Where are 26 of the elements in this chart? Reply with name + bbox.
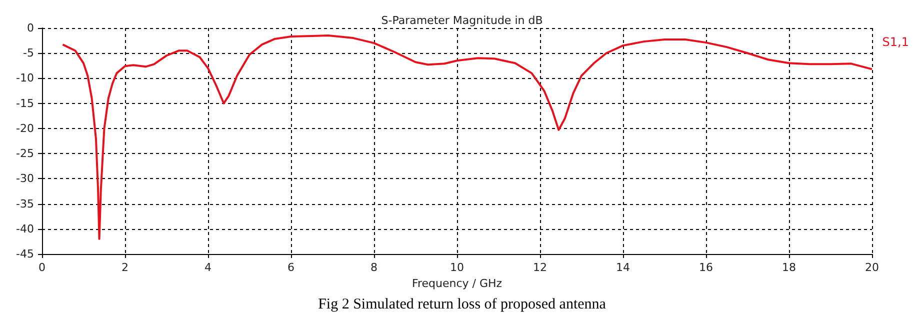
x-tick-label: 16 bbox=[699, 261, 713, 274]
y-tick-label: -30 bbox=[16, 172, 34, 186]
x-tick-label: 0 bbox=[38, 261, 46, 274]
x-tick-label: 4 bbox=[204, 261, 212, 274]
x-tick-label: 10 bbox=[450, 261, 464, 274]
caption: Fig 2 Simulated return loss of proposed antenna bbox=[318, 296, 606, 312]
x-tick-label: 8 bbox=[370, 261, 378, 274]
x-tick-label: 20 bbox=[865, 261, 879, 274]
y-tick-label: -45 bbox=[16, 248, 34, 260]
x-tick-label: 14 bbox=[616, 261, 630, 274]
series-label: S1,1 bbox=[882, 35, 909, 49]
x-axis-title: Frequency / GHz bbox=[412, 276, 502, 290]
y-tick-label: 0 bbox=[27, 22, 34, 34]
y-tick-label: -40 bbox=[16, 222, 34, 236]
y-tick-label: -5 bbox=[23, 46, 34, 60]
x-tick-label: 18 bbox=[782, 261, 796, 274]
y-tick-label: -25 bbox=[16, 147, 34, 160]
y-tick-label: -10 bbox=[16, 72, 34, 85]
x-tick-label: 12 bbox=[533, 261, 547, 274]
y-tick-label: -20 bbox=[16, 122, 34, 135]
x-tick-label: 2 bbox=[122, 261, 128, 274]
line-series bbox=[62, 34, 873, 240]
y-tick-label: -35 bbox=[16, 197, 34, 210]
chart-title: S-Parameter Magnitude in dB bbox=[381, 14, 543, 27]
y-tick-label: -15 bbox=[16, 96, 34, 110]
x-tick-label: 6 bbox=[288, 261, 294, 274]
